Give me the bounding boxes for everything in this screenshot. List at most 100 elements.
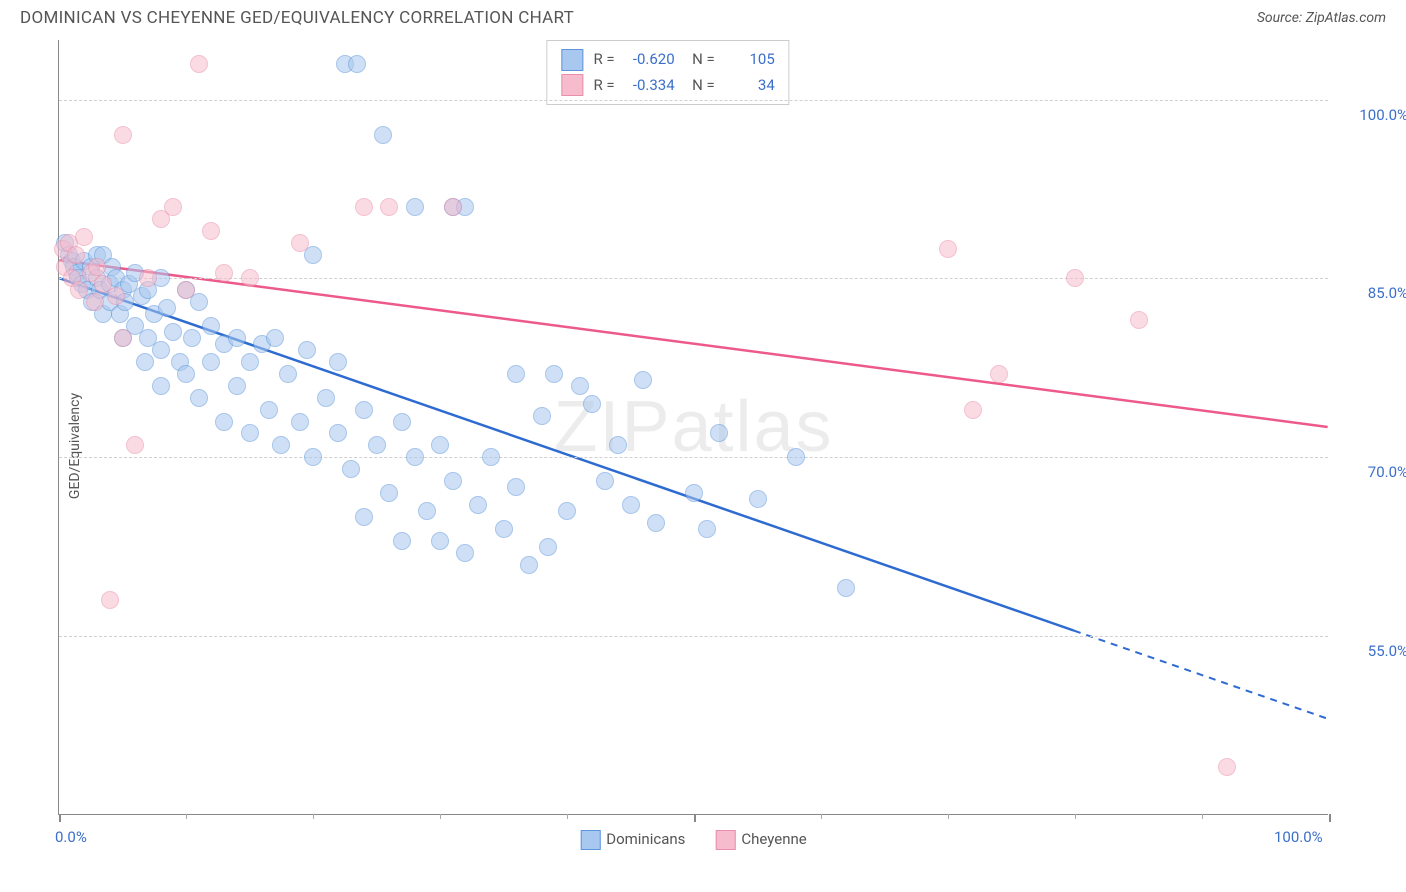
data-point (520, 556, 538, 574)
data-point (272, 436, 290, 454)
gridline-h (59, 100, 1328, 101)
data-point (241, 424, 259, 442)
data-point (1218, 758, 1236, 776)
data-point (355, 401, 373, 419)
data-point (348, 55, 366, 73)
data-point (183, 329, 201, 347)
x-tick-minor (1075, 814, 1076, 819)
data-point (647, 514, 665, 532)
data-point (685, 484, 703, 502)
data-point (634, 371, 652, 389)
data-point (266, 329, 284, 347)
data-point (583, 395, 601, 413)
data-point (215, 413, 233, 431)
x-tick-major (59, 814, 61, 822)
gridline-h (59, 636, 1328, 637)
data-point (374, 126, 392, 144)
data-point (177, 281, 195, 299)
data-point (202, 317, 220, 335)
data-point (158, 299, 176, 317)
x-tick-minor (821, 814, 822, 819)
data-point (698, 520, 716, 538)
legend-series: DominicansCheyenne (580, 830, 807, 850)
y-tick-label: 85.0% (1338, 284, 1406, 302)
x-tick-major (694, 814, 696, 822)
data-point (545, 365, 563, 383)
data-point (393, 413, 411, 431)
legend-swatch (561, 74, 583, 96)
data-point (228, 377, 246, 395)
legend-n-value: 105 (725, 47, 775, 73)
data-point (571, 377, 589, 395)
data-point (126, 436, 144, 454)
legend-n-label: N = (685, 73, 715, 99)
data-point (190, 55, 208, 73)
data-point (291, 413, 309, 431)
data-point (456, 544, 474, 562)
x-tick-label: 0.0% (55, 828, 87, 846)
data-point (304, 448, 322, 466)
data-point (507, 365, 525, 383)
data-point (241, 353, 259, 371)
data-point (533, 407, 551, 425)
data-point (380, 198, 398, 216)
data-point (596, 472, 614, 490)
data-point (228, 329, 246, 347)
data-point (291, 234, 309, 252)
data-point (990, 365, 1008, 383)
data-point (368, 436, 386, 454)
data-point (190, 389, 208, 407)
legend-correlation-row: R =-0.620 N =105 (561, 47, 774, 73)
data-point (507, 478, 525, 496)
plot-area: ZIPatlas R =-0.620 N =105R =-0.334 N =34… (58, 40, 1328, 815)
data-point (939, 240, 957, 258)
data-point (539, 538, 557, 556)
data-point (107, 287, 125, 305)
x-tick-minor (567, 814, 568, 819)
legend-r-value: -0.620 (625, 47, 675, 73)
data-point (164, 198, 182, 216)
data-point (837, 579, 855, 597)
data-point (609, 436, 627, 454)
data-point (406, 448, 424, 466)
data-point (101, 591, 119, 609)
data-point (749, 490, 767, 508)
data-point (70, 281, 88, 299)
data-point (558, 502, 576, 520)
legend-r-label: R = (593, 47, 614, 73)
data-point (431, 532, 449, 550)
legend-swatch (715, 830, 735, 850)
data-point (329, 353, 347, 371)
data-point (86, 293, 104, 311)
data-point (317, 389, 335, 407)
data-point (355, 508, 373, 526)
data-point (380, 484, 398, 502)
data-point (202, 353, 220, 371)
data-point (114, 126, 132, 144)
chart-header: DOMINICAN VS CHEYENNE GED/EQUIVALENCY CO… (0, 0, 1406, 32)
x-tick-minor (186, 814, 187, 819)
data-point (393, 532, 411, 550)
data-point (495, 520, 513, 538)
data-point (469, 496, 487, 514)
data-point (260, 401, 278, 419)
data-point (1130, 311, 1148, 329)
data-point (431, 436, 449, 454)
data-point (329, 424, 347, 442)
data-point (622, 496, 640, 514)
data-point (406, 198, 424, 216)
data-point (67, 246, 85, 264)
data-point (298, 341, 316, 359)
legend-series-item: Cheyenne (715, 830, 806, 850)
data-point (418, 502, 436, 520)
legend-series-label: Cheyenne (741, 830, 806, 848)
data-point (215, 264, 233, 282)
data-point (152, 341, 170, 359)
data-point (114, 329, 132, 347)
x-tick-minor (1202, 814, 1203, 819)
x-tick-minor (948, 814, 949, 819)
data-point (444, 198, 462, 216)
data-point (482, 448, 500, 466)
data-point (136, 353, 154, 371)
gridline-h (59, 457, 1328, 458)
